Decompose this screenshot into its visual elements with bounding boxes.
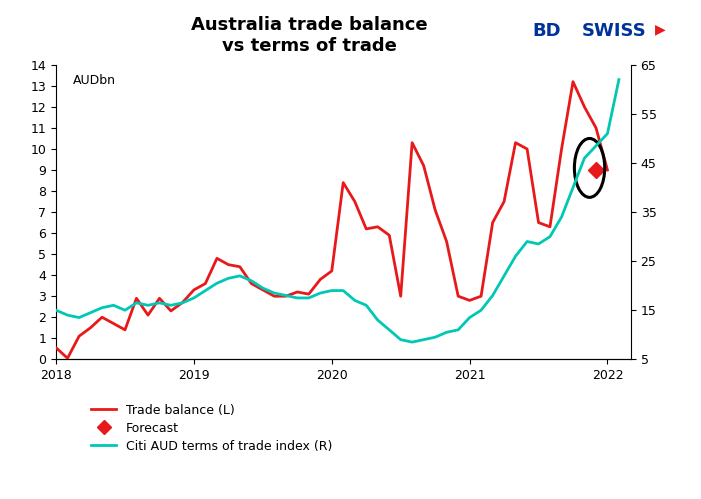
Text: AUDbn: AUDbn — [74, 74, 116, 87]
Text: SWISS: SWISS — [582, 22, 646, 40]
Title: Australia trade balance
vs terms of trade: Australia trade balance vs terms of trad… — [191, 16, 428, 55]
Text: ▶: ▶ — [655, 22, 666, 36]
Text: BD: BD — [533, 22, 562, 40]
Legend: Trade balance (L), Forecast, Citi AUD terms of trade index (R): Trade balance (L), Forecast, Citi AUD te… — [91, 404, 332, 453]
